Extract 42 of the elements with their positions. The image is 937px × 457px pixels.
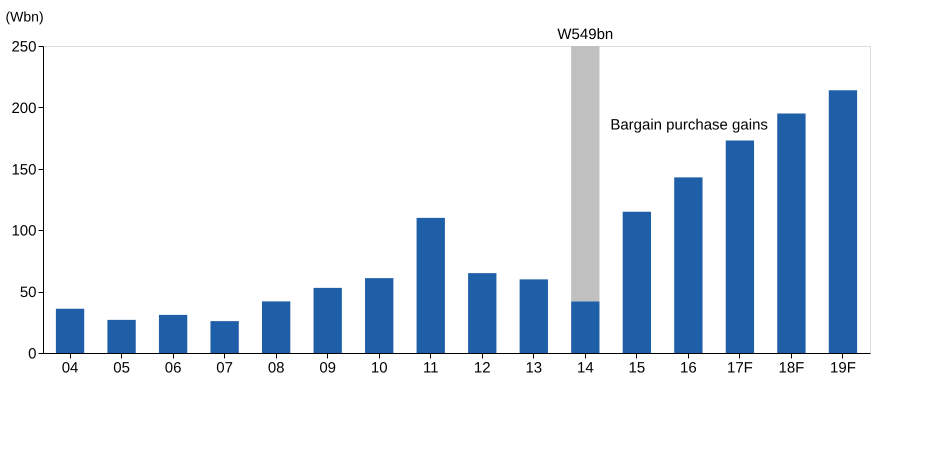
x-tick-label: 09 <box>319 360 336 376</box>
bar <box>520 279 548 353</box>
x-tick-label: 18F <box>778 360 804 376</box>
y-axis-title: (Wbn) <box>6 8 44 24</box>
x-tick-label: 04 <box>62 360 78 376</box>
bar <box>107 320 136 353</box>
x-tick-label: 16 <box>680 360 697 376</box>
bar <box>622 212 652 353</box>
x-tick-label: 17F <box>726 360 753 376</box>
x-tick-label: 12 <box>474 360 491 376</box>
y-tick-label: 50 <box>20 284 36 302</box>
x-tick-label: 08 <box>268 360 284 376</box>
y-tick-label: 100 <box>11 222 36 240</box>
bar <box>416 218 445 353</box>
x-tick-label: 19F <box>830 360 856 376</box>
bar <box>571 301 600 353</box>
bar <box>828 90 858 353</box>
bar <box>158 314 188 353</box>
bar <box>468 273 496 353</box>
y-tick-label: 0 <box>28 346 36 362</box>
bar <box>262 301 290 353</box>
annotation: W549bn <box>557 26 614 43</box>
x-tick-label: 07 <box>216 360 233 376</box>
y-tick-label: 150 <box>11 161 36 178</box>
series-label: Bargain purchase gains <box>610 116 768 134</box>
bar <box>674 177 703 353</box>
bar <box>56 308 84 353</box>
x-tick-label: 14 <box>576 360 594 376</box>
bar <box>726 140 754 353</box>
x-tick-label: 15 <box>628 360 646 376</box>
bar <box>571 46 600 302</box>
x-tick-label: 13 <box>525 360 542 376</box>
bar <box>365 278 394 353</box>
x-tick-label: 11 <box>422 360 439 376</box>
x-tick-label: 05 <box>113 360 130 376</box>
x-tick-label: 10 <box>370 360 388 376</box>
bar <box>777 114 806 353</box>
bar <box>210 321 239 353</box>
y-tick-label: 250 <box>11 38 36 56</box>
bar <box>314 288 342 353</box>
x-tick-label: 06 <box>164 360 182 376</box>
y-tick-label: 200 <box>11 100 36 117</box>
